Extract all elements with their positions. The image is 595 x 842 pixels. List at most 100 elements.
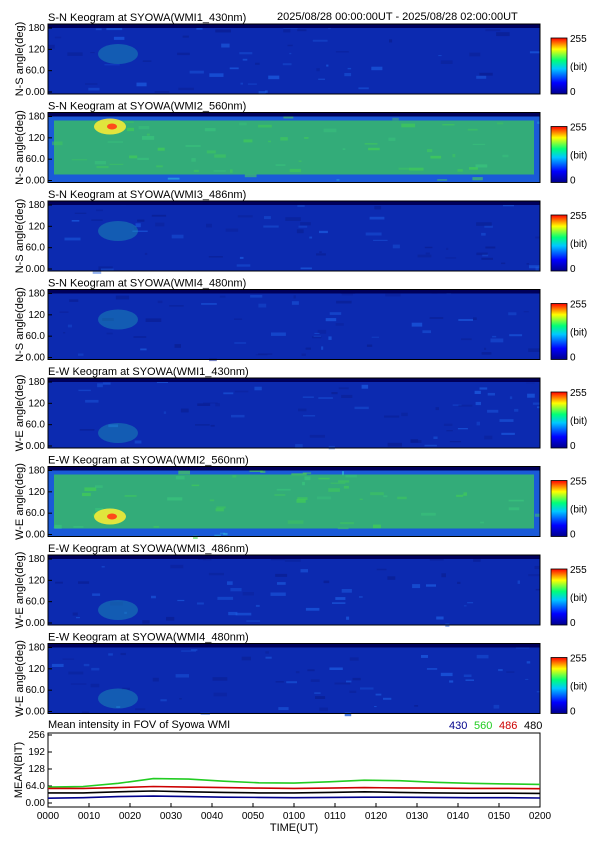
texture-mark	[270, 592, 286, 596]
keogram-texture	[64, 201, 540, 274]
texture-mark	[231, 414, 245, 418]
texture-mark	[475, 401, 481, 406]
texture-mark	[215, 29, 231, 33]
keogram-image	[48, 643, 540, 714]
texture-mark	[135, 708, 146, 711]
texture-mark	[76, 617, 80, 619]
ytick-label: 180	[28, 112, 45, 123]
texture-mark	[85, 399, 99, 403]
texture-mark	[473, 317, 477, 320]
texture-mark	[219, 295, 226, 298]
texture-mark	[234, 390, 249, 393]
colorbar-max: 255	[570, 300, 587, 311]
keogram-texture	[49, 555, 540, 627]
xtick-label: 0150	[488, 811, 511, 822]
ytick-label: 180	[28, 643, 45, 654]
colorbar-min: 0	[570, 264, 576, 275]
keogram-ylabel: W-E angle(deg)	[14, 552, 26, 629]
texture-mark	[258, 91, 266, 95]
texture-mark	[523, 311, 529, 313]
xtick-label: 0200	[529, 811, 552, 822]
texture-mark	[296, 229, 304, 234]
texture-mark	[208, 572, 224, 576]
texture-mark	[97, 383, 103, 388]
texture-mark	[411, 322, 423, 327]
aurora-faint-spot	[98, 44, 138, 64]
texture-mark	[283, 28, 291, 33]
texture-mark	[424, 444, 437, 447]
texture-mark	[484, 347, 487, 350]
texture-mark	[341, 293, 353, 296]
texture-mark	[346, 680, 352, 683]
texture-mark	[534, 513, 540, 517]
texture-mark	[217, 596, 234, 600]
texture-mark	[319, 707, 328, 712]
texture-mark	[315, 696, 326, 699]
colorbar-max: 255	[570, 388, 587, 399]
texture-mark	[484, 225, 493, 228]
texture-mark	[321, 346, 324, 350]
texture-mark	[209, 73, 224, 77]
texture-mark	[426, 668, 438, 670]
texture-mark	[341, 589, 352, 593]
texture-mark	[298, 225, 308, 228]
texture-mark	[64, 237, 81, 241]
keogram-frame	[47, 466, 541, 537]
texture-mark	[78, 389, 91, 392]
texture-mark	[325, 318, 337, 322]
keogram-image	[48, 201, 540, 271]
colorbar-max: 255	[570, 211, 587, 222]
texture-mark	[255, 354, 268, 356]
aurora-peak	[107, 513, 117, 520]
texture-mark	[493, 704, 500, 709]
ytick-label: 180	[28, 554, 45, 565]
colorbar-max: 255	[570, 34, 587, 45]
texture-mark	[318, 78, 325, 80]
texture-mark	[319, 230, 328, 234]
texture-mark	[68, 671, 84, 675]
texture-mark	[436, 616, 444, 620]
keogram-image	[48, 24, 540, 94]
texture-mark	[302, 396, 314, 398]
keogram-image	[48, 289, 540, 360]
texture-mark	[221, 43, 230, 48]
texture-mark	[316, 68, 320, 72]
texture-mark	[498, 669, 503, 672]
texture-mark	[349, 690, 357, 693]
texture-mark	[236, 264, 251, 267]
texture-mark	[515, 647, 530, 649]
colorbar-unit: (bit)	[570, 505, 587, 516]
texture-mark	[242, 592, 254, 596]
texture-mark	[422, 330, 431, 334]
texture-mark	[182, 35, 189, 38]
texture-mark	[270, 558, 285, 561]
ytick-label: 60.0	[26, 420, 46, 431]
ytick-label: 120	[28, 575, 45, 586]
texture-mark	[358, 87, 369, 90]
texture-mark	[329, 312, 342, 315]
texture-mark	[537, 121, 540, 124]
texture-mark	[142, 60, 152, 62]
texture-mark	[193, 535, 198, 539]
texture-mark	[338, 387, 349, 390]
texture-mark	[189, 70, 204, 74]
texture-mark	[51, 663, 64, 667]
texture-mark	[265, 656, 272, 659]
texture-mark	[458, 404, 473, 407]
texture-mark	[492, 335, 497, 338]
ytick-label: 0.00	[26, 353, 46, 364]
texture-mark	[347, 67, 352, 70]
texture-mark	[487, 392, 495, 396]
edge-strip	[48, 466, 540, 471]
texture-mark	[429, 317, 444, 319]
texture-mark	[88, 87, 100, 91]
texture-mark	[163, 411, 167, 414]
texture-mark	[317, 329, 327, 334]
texture-mark	[300, 222, 311, 226]
ytick-label: 180	[28, 466, 45, 477]
texture-mark	[120, 652, 126, 656]
texture-mark	[283, 115, 294, 119]
texture-mark	[479, 387, 488, 390]
texture-mark	[535, 266, 539, 271]
texture-mark	[532, 402, 540, 405]
